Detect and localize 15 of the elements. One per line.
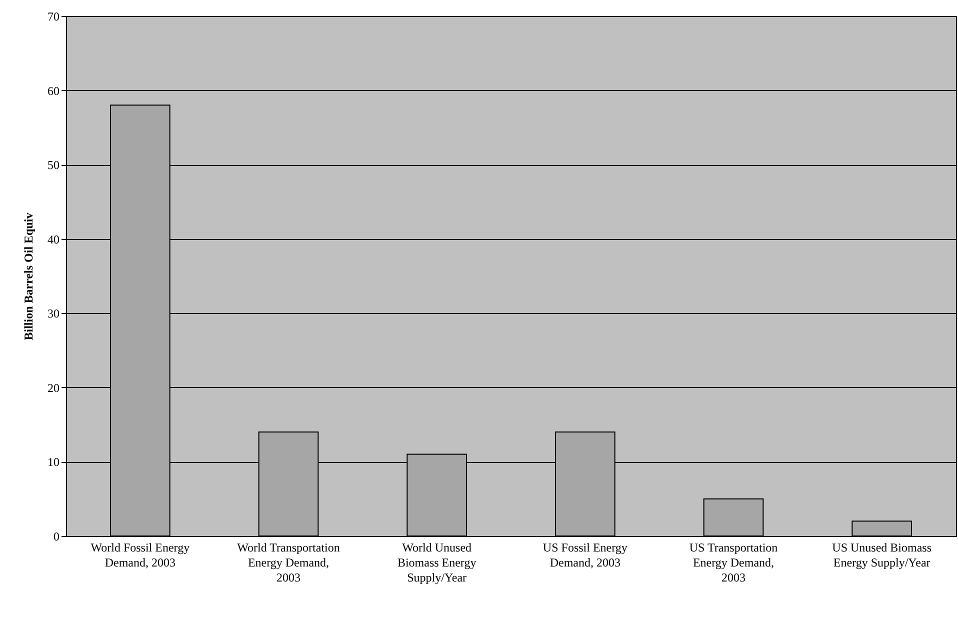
x-tick-label: World Fossil Energy Demand, 2003 xyxy=(90,540,190,570)
x-tick-label: US Unused Biomass Energy Supply/Year xyxy=(832,540,932,570)
y-tick-label: 70 xyxy=(48,10,60,24)
y-tick-label: 10 xyxy=(48,455,60,470)
y-tick-label: 30 xyxy=(48,306,60,321)
y-tick-label: 20 xyxy=(48,380,60,395)
x-tick-label: US Transportation Energy Demand, 2003 xyxy=(689,540,778,584)
y-tick-label: 0 xyxy=(54,530,60,544)
y-tick-label: 40 xyxy=(48,232,60,246)
x-tick-label: World Unused Biomass Energy Supply/Year xyxy=(397,540,476,584)
y-axis-title: Billion Barrels Oil Equiv xyxy=(22,212,36,340)
y-tick-label: 50 xyxy=(48,158,60,172)
x-tick-label: World Transportation Energy Demand, 2003 xyxy=(237,540,340,584)
y-tick-label: 60 xyxy=(48,84,60,98)
x-tick-label: US Fossil Energy Demand, 2003 xyxy=(542,540,628,570)
